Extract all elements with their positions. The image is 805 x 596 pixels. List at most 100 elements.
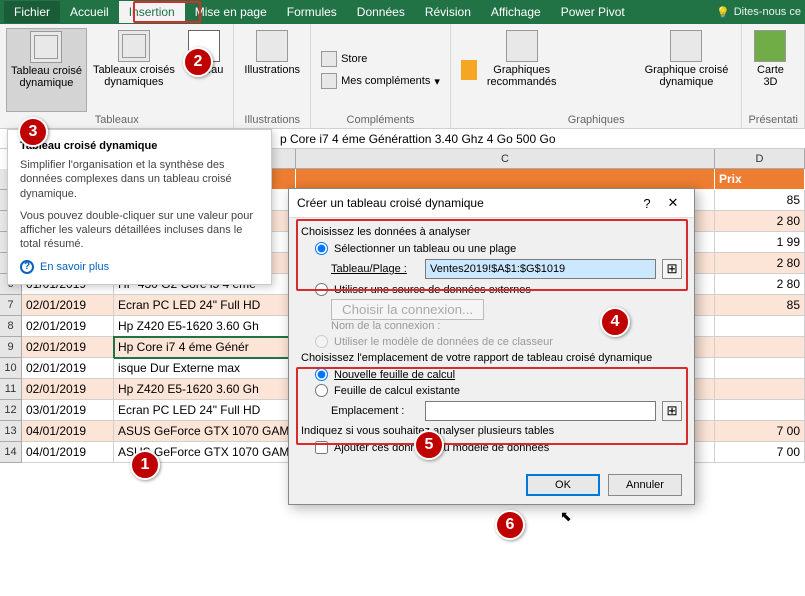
- menu-powerpivot[interactable]: Power Pivot: [551, 1, 635, 23]
- cell-product[interactable]: Ecran PC LED 24" Full HD: [114, 295, 296, 316]
- dialog-help-button[interactable]: ?: [634, 196, 660, 211]
- radio-new-sheet[interactable]: [315, 368, 328, 381]
- dialog-titlebar[interactable]: Créer un tableau croisé dynamique ? ✕: [289, 189, 694, 218]
- menu-insertion[interactable]: Insertion: [119, 1, 185, 23]
- cell-price[interactable]: 2 80: [715, 211, 805, 232]
- pivot-tooltip: Tableau croisé dynamique Simplifier l'or…: [7, 129, 272, 285]
- btn-pivot-table[interactable]: Tableau croisé dynamique: [6, 28, 87, 112]
- cursor-icon: ⬉: [560, 508, 572, 525]
- dialog-close-button[interactable]: ✕: [660, 195, 686, 211]
- recommended-pivot-icon: [118, 30, 150, 62]
- range-picker-button[interactable]: ⊞: [662, 259, 682, 279]
- menu-revision[interactable]: Révision: [415, 1, 481, 23]
- header-prix: Prix: [715, 169, 805, 190]
- ribbon-group-map: Carte 3D Présentati: [742, 24, 805, 128]
- cell-date[interactable]: 02/01/2019: [22, 337, 114, 358]
- btn-3d-map[interactable]: Carte 3D: [748, 28, 792, 112]
- cell-product[interactable]: ASUS GeForce GTX 1070 GAMING: [114, 421, 296, 442]
- cell-price[interactable]: 1 99: [715, 232, 805, 253]
- cell-date[interactable]: 02/01/2019: [22, 379, 114, 400]
- row-header[interactable]: 12: [0, 400, 22, 421]
- cell-date[interactable]: 02/01/2019: [22, 316, 114, 337]
- btn-store[interactable]: Store: [317, 49, 444, 69]
- store-icon: [321, 51, 337, 67]
- group-label-addins: Compléments: [317, 112, 444, 128]
- input-table-range[interactable]: [425, 259, 656, 279]
- ok-button[interactable]: OK: [526, 474, 600, 496]
- row-header[interactable]: 9: [0, 337, 22, 358]
- radio-external[interactable]: [315, 283, 328, 296]
- cell-price[interactable]: 85: [715, 295, 805, 316]
- badge-5: 5: [414, 430, 444, 460]
- cell-price[interactable]: [715, 400, 805, 421]
- row-header[interactable]: 7: [0, 295, 22, 316]
- cancel-button[interactable]: Annuler: [608, 474, 682, 496]
- btn-illustrations[interactable]: Illustrations: [240, 28, 304, 112]
- cell-product[interactable]: isque Dur Externe max: [114, 358, 296, 379]
- section-location: Choisissez l'emplacement de votre rappor…: [301, 352, 682, 364]
- row-header[interactable]: 11: [0, 379, 22, 400]
- cell-price[interactable]: 85: [715, 190, 805, 211]
- row-header[interactable]: 14: [0, 442, 22, 463]
- opt-external-source[interactable]: Utiliser une source de données externes: [315, 283, 682, 296]
- map3d-icon: [754, 30, 786, 62]
- pivot-table-icon: [30, 31, 62, 63]
- menu-mise-en-page[interactable]: Mise en page: [185, 1, 277, 23]
- tooltip-learn-more[interactable]: ? En savoir plus: [20, 260, 259, 274]
- cell-product[interactable]: Hp Z420 E5-1620 3.60 Gh: [114, 316, 296, 337]
- cell-date[interactable]: 02/01/2019: [22, 358, 114, 379]
- dialog-title-text: Créer un tableau croisé dynamique: [297, 196, 634, 210]
- btn-my-addins[interactable]: Mes compléments ▾: [317, 71, 444, 91]
- cell-date[interactable]: 04/01/2019: [22, 442, 114, 463]
- cell-date[interactable]: 02/01/2019: [22, 295, 114, 316]
- checkbox-data-model[interactable]: [315, 441, 328, 454]
- row-header[interactable]: 10: [0, 358, 22, 379]
- cell-product[interactable]: Hp Core i7 4 éme Génér: [114, 337, 296, 358]
- radio-data-model: [315, 335, 328, 348]
- btn-pivot-chart[interactable]: Graphique croisé dynamique: [641, 28, 733, 112]
- btn-choose-connection: Choisir la connexion...: [331, 299, 484, 320]
- menu-donnees[interactable]: Données: [347, 1, 415, 23]
- input-location[interactable]: [425, 401, 656, 421]
- cell-price[interactable]: [715, 337, 805, 358]
- chk-add-data-model[interactable]: Ajouter ces données au modèle de données: [315, 441, 682, 454]
- cell-product[interactable]: Ecran PC LED 24" Full HD: [114, 400, 296, 421]
- opt-new-sheet[interactable]: Nouvelle feuille de calcul: [315, 368, 682, 381]
- cell-date[interactable]: 03/01/2019: [22, 400, 114, 421]
- cell-price[interactable]: 7 00: [715, 421, 805, 442]
- ribbon-group-addins: Store Mes compléments ▾ Compléments: [311, 24, 451, 128]
- cell-price[interactable]: [715, 316, 805, 337]
- menu-file[interactable]: Fichier: [4, 1, 60, 23]
- cell-price[interactable]: [715, 358, 805, 379]
- opt-existing-sheet[interactable]: Feuille de calcul existante: [315, 384, 682, 397]
- menu-affichage[interactable]: Affichage: [481, 1, 551, 23]
- cell-price[interactable]: 2 80: [715, 253, 805, 274]
- radio-select-range[interactable]: [315, 242, 328, 255]
- btn-bing[interactable]: [457, 28, 481, 112]
- col-header-d[interactable]: D: [715, 149, 805, 168]
- btn-recommended-pivots[interactable]: Tableaux croisés dynamiques: [89, 28, 179, 112]
- ribbon-group-charts: Graphiques recommandés Graphique croisé …: [451, 24, 743, 128]
- col-header-c[interactable]: C: [296, 149, 715, 168]
- row-header[interactable]: 8: [0, 316, 22, 337]
- menu-formules[interactable]: Formules: [277, 1, 347, 23]
- badge-1: 1: [130, 450, 160, 480]
- ribbon: Tableau croisé dynamique Tableaux croisé…: [0, 24, 805, 129]
- badge-2: 2: [183, 47, 213, 77]
- cell-price[interactable]: 7 00: [715, 442, 805, 463]
- opt-select-range[interactable]: Sélectionner un tableau ou une plage: [315, 242, 682, 255]
- ribbon-group-illustrations: Illustrations Illustrations: [234, 24, 311, 128]
- btn-recommended-charts[interactable]: Graphiques recommandés: [483, 28, 561, 112]
- radio-existing-sheet[interactable]: [315, 384, 328, 397]
- row-header[interactable]: 13: [0, 421, 22, 442]
- group-label-map: Présentati: [748, 112, 798, 128]
- cell-product[interactable]: Hp Z420 E5-1620 3.60 Gh: [114, 379, 296, 400]
- menu-accueil[interactable]: Accueil: [60, 1, 119, 23]
- badge-3: 3: [18, 117, 48, 147]
- location-picker-button[interactable]: ⊞: [662, 401, 682, 421]
- cell-price[interactable]: 2 80: [715, 274, 805, 295]
- cell-price[interactable]: [715, 379, 805, 400]
- cell-date[interactable]: 04/01/2019: [22, 421, 114, 442]
- tell-me[interactable]: 💡Dites-nous ce: [716, 6, 801, 19]
- section-analyze: Choisissez les données à analyser: [301, 226, 682, 238]
